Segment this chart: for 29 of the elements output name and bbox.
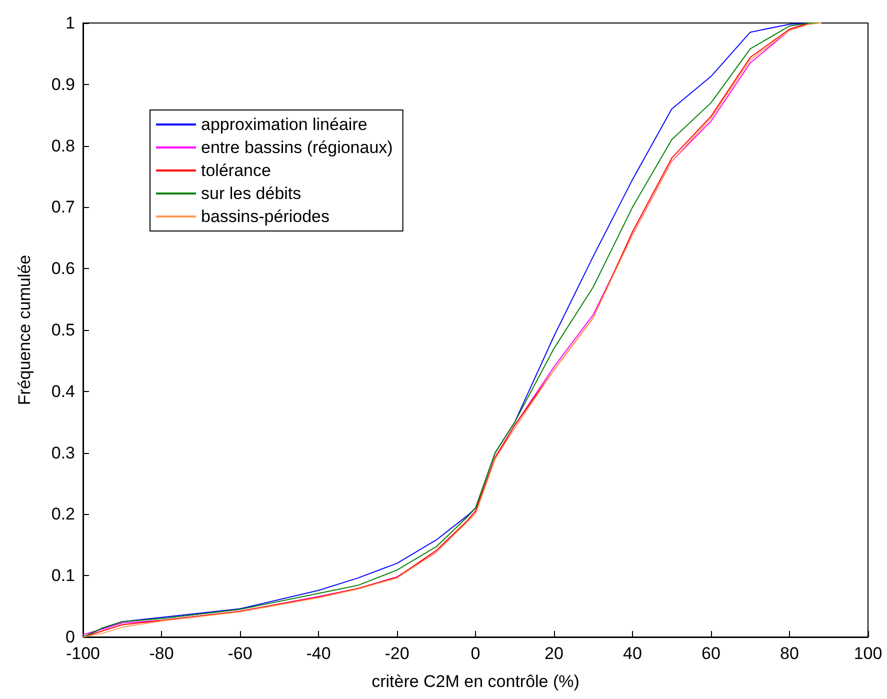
y-tick-label: 0 (66, 628, 75, 646)
x-tick-label: 80 (780, 644, 799, 663)
y-tick-label: 0.4 (51, 382, 75, 401)
x-tick-label: 100 (854, 644, 882, 663)
y-tick-label: 0.9 (51, 74, 75, 94)
legend-label: sur les débits (201, 184, 302, 203)
legend-label: bassins-périodes (201, 207, 330, 226)
x-tick-label: 40 (623, 644, 642, 663)
y-axis-title: Fréquence cumulée (15, 254, 34, 406)
legend-label: entre bassins (régionaux) (201, 138, 393, 157)
y-tick-label: 0.3 (51, 443, 75, 462)
x-tick-label: -20 (384, 644, 410, 663)
y-tick-label: 0.7 (51, 198, 75, 217)
y-tick-label: 0.1 (51, 566, 75, 586)
x-tick-label: -40 (306, 644, 331, 663)
y-tick-label: 0.6 (51, 259, 75, 278)
x-tick-label: 60 (702, 644, 720, 663)
x-tick-label: -100 (66, 644, 100, 663)
x-tick-label: -60 (228, 644, 252, 663)
x-tick-label: 0 (470, 644, 480, 663)
y-tick-label: 0.8 (51, 136, 75, 156)
x-axis-title: critère C2M en contrôle (%) (372, 672, 580, 691)
x-tick-label: -80 (149, 644, 174, 663)
legend-label: approximation linéaire (201, 115, 368, 134)
y-tick-label: 0.5 (51, 320, 75, 340)
legend-label: tolérance (201, 161, 271, 180)
y-tick-label: 0.2 (51, 504, 75, 524)
y-tick-label: 1 (66, 14, 75, 32)
x-tick-label: 20 (544, 644, 564, 663)
